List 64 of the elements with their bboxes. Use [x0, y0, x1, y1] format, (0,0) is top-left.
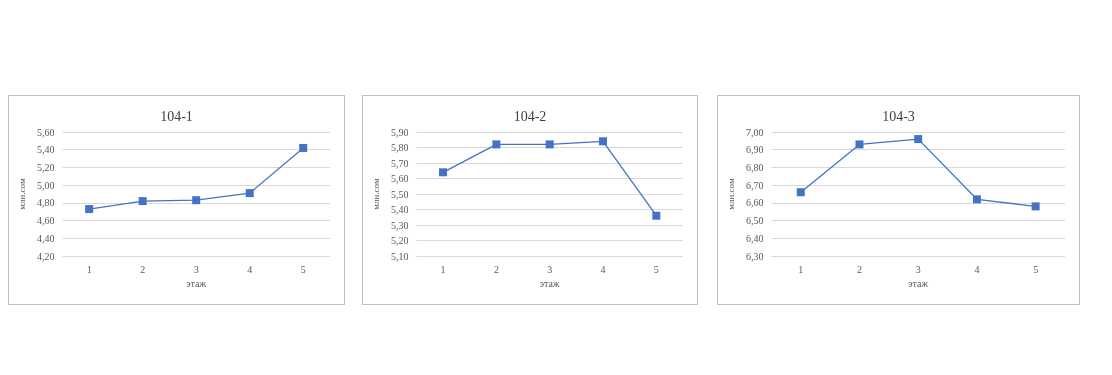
y-tick-label: 5,60	[390, 173, 409, 184]
x-tick-label: 3	[915, 263, 921, 275]
y-tick-label: 5,20	[390, 235, 409, 246]
point	[1031, 202, 1040, 211]
chart-title: 104-2	[513, 108, 547, 124]
y-tick-label: 6,40	[745, 232, 764, 244]
y-tick-label: 4,40	[36, 232, 55, 244]
y-tick-label: 5,80	[390, 142, 409, 153]
y-tick-label: 5,70	[390, 157, 409, 169]
x-tick-label: 4	[974, 263, 980, 275]
x-tick-label: 2	[493, 263, 499, 275]
y-tick-label: 5,40	[390, 204, 409, 215]
x-tick-label: 5	[300, 263, 306, 275]
point	[545, 140, 554, 149]
y-tick-label: 5,20	[36, 161, 55, 173]
point	[192, 196, 201, 205]
x-tick-label: 1	[86, 263, 92, 275]
x-tick-label: 2	[856, 263, 862, 275]
x-tick-label: 3	[547, 263, 553, 275]
y-tick-label: 5,30	[390, 219, 409, 231]
y-tick-label: 7,00	[745, 126, 764, 138]
point	[492, 140, 501, 149]
point	[796, 188, 805, 197]
y-tick-label: 5,10	[390, 250, 409, 262]
x-tick-label: 3	[193, 263, 199, 275]
point	[299, 143, 308, 152]
y-tick-label: 4,60	[36, 215, 55, 227]
y-tick-label: 5,60	[36, 126, 55, 138]
point	[138, 197, 147, 206]
x-tick-label: 1	[440, 263, 446, 275]
x-axis-title: этаж	[908, 278, 929, 290]
chart-title: 104-3	[882, 108, 915, 124]
point	[652, 211, 661, 220]
x-tick-label: 5	[1033, 263, 1039, 275]
y-tick-label: 6,60	[745, 197, 764, 209]
point	[855, 140, 864, 149]
point	[599, 137, 608, 146]
y-axis-title: млн.сом	[725, 178, 736, 210]
x-axis-title: этаж	[186, 278, 207, 290]
chart-title: 104-1	[160, 108, 193, 124]
point	[439, 168, 448, 177]
y-axis-title: млн.сом	[370, 178, 381, 210]
x-tick-label: 1	[798, 263, 804, 275]
x-tick-label: 4	[247, 263, 253, 275]
y-tick-label: 4,20	[36, 250, 55, 262]
y-tick-label: 5,90	[390, 126, 409, 138]
x-tick-label: 2	[140, 263, 146, 275]
y-tick-label: 6,30	[745, 250, 764, 262]
y-tick-label: 6,50	[745, 215, 764, 227]
y-axis-title: млн.сом	[16, 178, 27, 210]
x-tick-label: 5	[653, 263, 659, 275]
y-tick-label: 6,70	[745, 179, 764, 191]
y-tick-label: 6,80	[745, 161, 764, 173]
y-tick-label: 4,80	[36, 197, 55, 209]
point	[85, 205, 94, 214]
y-tick-label: 6,90	[745, 144, 764, 156]
x-axis-title: этаж	[539, 278, 560, 290]
y-tick-label: 5,40	[36, 144, 55, 156]
x-tick-label: 4	[600, 263, 606, 275]
y-tick-label: 5,50	[390, 188, 409, 200]
point	[972, 195, 981, 204]
point	[914, 135, 923, 144]
y-tick-label: 5,00	[36, 179, 55, 191]
point	[245, 189, 254, 198]
